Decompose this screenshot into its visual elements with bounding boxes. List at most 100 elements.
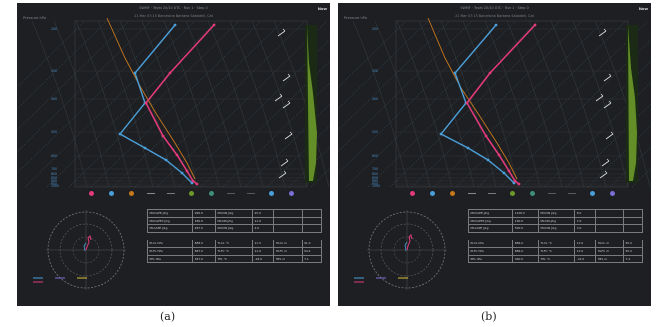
dewpoint-line — [439, 24, 515, 184]
panel-title: SWMF · Tephi 20/10 UTC · Run 1 · Step 0 — [139, 6, 208, 10]
wind-barb — [280, 160, 289, 167]
dewpoint-point — [173, 23, 177, 27]
panel-subtitle: 21 Mar 07:15 Barcelona Barbera Sabadell,… — [455, 14, 534, 18]
table-cell: 25.0 — [251, 209, 275, 218]
legend-item[interactable] — [528, 189, 538, 199]
table-cell — [622, 209, 644, 218]
temperature-point — [175, 153, 179, 157]
table-cell — [148, 232, 193, 240]
table-cell: PEL hPa — [467, 254, 514, 264]
table-cell: MUCAPE J/kg — [146, 209, 194, 218]
legend-item[interactable] — [107, 189, 117, 199]
legend-item[interactable] — [87, 189, 97, 199]
legend-item[interactable] — [408, 189, 418, 199]
legend-item[interactable] — [428, 189, 438, 199]
table-cell: MUCIN J/kg — [538, 209, 576, 218]
pressure-level-label: 400 — [51, 97, 57, 101]
legend-swatch — [209, 191, 214, 196]
legend-item[interactable] — [548, 189, 558, 199]
pressure-level-label: 800 — [372, 172, 378, 176]
now-button[interactable]: Now — [638, 6, 648, 11]
table-cell: -18.0 — [251, 254, 275, 264]
table-cell: MLCAPE J/kg — [146, 224, 194, 233]
temperature-point — [507, 169, 511, 173]
table-cell: 4.0 — [251, 224, 275, 233]
dewpoint-point — [143, 146, 147, 150]
legend-item[interactable] — [508, 189, 518, 199]
table-cell: 12.0 — [574, 246, 597, 256]
pressure-level-label: 950 — [372, 182, 378, 186]
now-button[interactable]: Now — [317, 6, 327, 11]
legend-item[interactable] — [247, 189, 257, 199]
legend-item[interactable] — [187, 189, 197, 199]
table-cell: 387.0 — [192, 254, 216, 264]
table-cell: PLFC hPa — [467, 246, 514, 256]
table-row: MUCAPE3 J/kg 190.0 MLCIN J/kg 7.0 — [467, 216, 644, 226]
y-axis-label: Pressure hPa — [23, 16, 46, 20]
pressure-level-label: 800 — [51, 172, 57, 176]
legend-item[interactable] — [608, 189, 618, 199]
table-cell — [273, 216, 303, 226]
table-cell: MUCIN J/kg — [214, 224, 253, 233]
legend-swatch — [129, 191, 134, 196]
y-axis-label: Pressure hPa — [344, 16, 367, 20]
table-cell: 888.0 — [192, 239, 216, 248]
table-cell — [193, 232, 216, 240]
dewpoint-point — [453, 71, 457, 75]
table-cell: 95.0 — [622, 239, 644, 248]
legend-item[interactable] — [287, 189, 297, 199]
table-cell: 360.0 — [512, 254, 540, 264]
table-cell: HEL m — [273, 254, 303, 264]
table-row — [148, 232, 322, 240]
legend-item[interactable] — [167, 189, 177, 199]
table-cell — [595, 216, 624, 226]
pressure-level-label: 900 — [51, 179, 57, 183]
legend-swatch — [488, 193, 496, 194]
table-cell: PLCL hPa — [467, 239, 514, 248]
pressure-level-label: 850 — [372, 176, 378, 180]
pressure-level-label: 300 — [372, 69, 378, 73]
legend-item[interactable] — [448, 189, 458, 199]
legend-item[interactable] — [488, 189, 498, 199]
table-cell: MLCIN J/kg — [538, 216, 576, 226]
table-cell: MUCIN J/kg — [214, 209, 253, 218]
table-cell: TLCL °C — [214, 239, 253, 248]
table-cell: 11.0 — [251, 216, 275, 226]
wind-barb — [274, 95, 283, 102]
wind-barb — [605, 133, 614, 140]
figure-caption-b: (b) — [481, 310, 497, 323]
sounding-panel-a: 200 300 400 500 600 700 800 850 900 950 1000 SWMF … — [17, 3, 330, 306]
table-cell — [469, 232, 513, 240]
table-cell: TLFC °C — [214, 246, 253, 256]
temperature-point — [533, 23, 537, 27]
panel-title: SWMF · Tephi 20/10 UTC · Run 1 · Step 0 — [460, 6, 529, 10]
temperature-point — [195, 182, 199, 186]
pressure-level-label: 500 — [372, 130, 378, 134]
legend-item[interactable] — [147, 189, 157, 199]
table-row: MUCAPE3 J/kg 180.0 MLCIN J/kg 11.0 — [146, 216, 323, 226]
legend-item[interactable] — [588, 189, 598, 199]
temperature-point — [161, 134, 165, 138]
wind-barb — [282, 75, 291, 82]
legend-item[interactable] — [127, 189, 137, 199]
legend-item[interactable] — [568, 189, 578, 199]
temperature-point — [465, 101, 469, 105]
legend-item[interactable] — [468, 189, 478, 199]
legend-swatch — [468, 193, 476, 194]
legend-item[interactable] — [267, 189, 277, 199]
table-cell: TLCL °C — [538, 239, 576, 248]
dewpoint-point — [164, 158, 168, 162]
hodograph — [46, 210, 126, 290]
table-row: MLCAPE J/kg 500.0 MUCIN J/kg 3.0 — [467, 224, 644, 233]
table-cell: 180.0 — [192, 216, 216, 226]
legend-swatch — [89, 191, 94, 196]
wind-barb — [277, 30, 286, 37]
legend-item[interactable] — [227, 189, 237, 199]
temperature-point — [212, 23, 216, 27]
indices-table: MUCAPE J/kg 1100.0 MUCIN J/kg 8.0 MUCAPE3 J/… — [467, 209, 644, 264]
temperature-point — [517, 182, 521, 186]
table-cell — [595, 224, 624, 233]
table-cell — [215, 232, 252, 240]
parcel-curve — [106, 17, 196, 180]
legend-item[interactable] — [207, 189, 217, 199]
